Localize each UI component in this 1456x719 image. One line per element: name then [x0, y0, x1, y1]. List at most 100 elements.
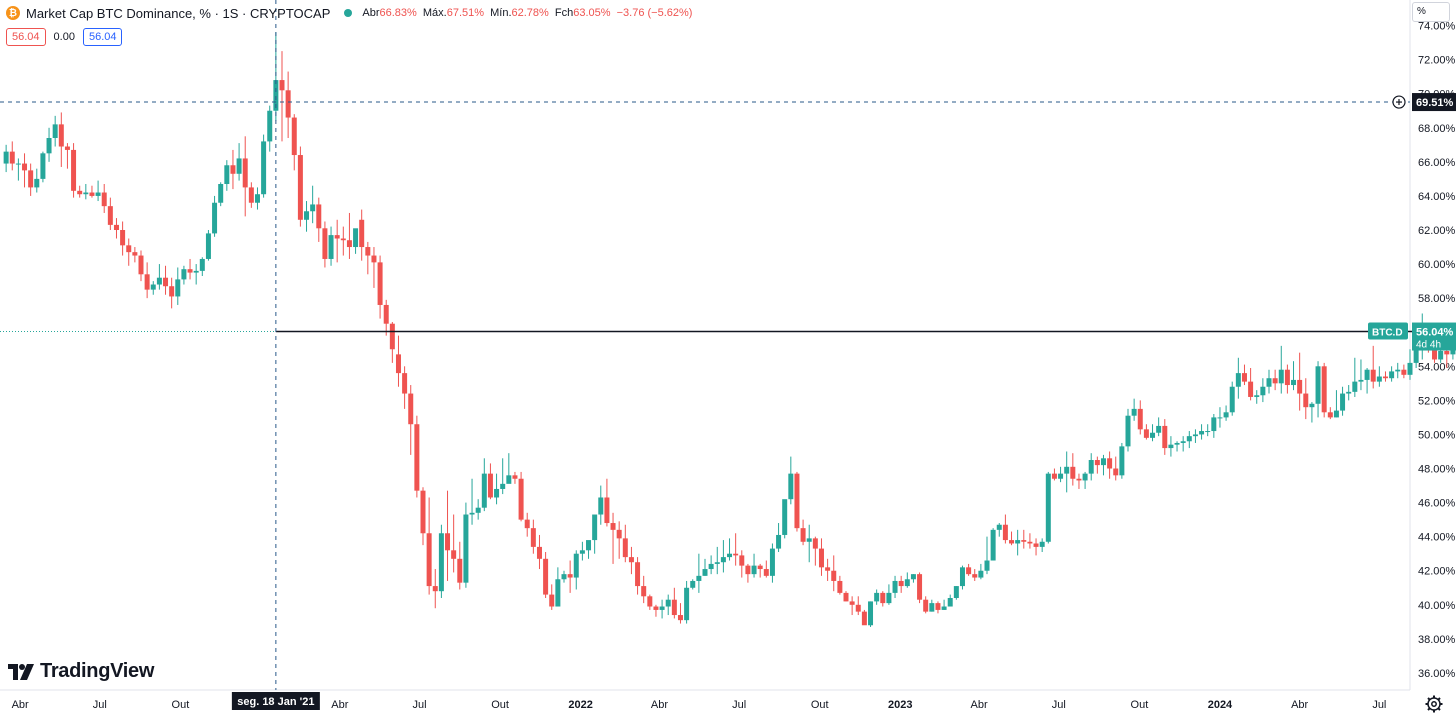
candle-body[interactable]: [818, 548, 824, 568]
candle-body[interactable]: [984, 560, 990, 571]
candle-body[interactable]: [1119, 446, 1125, 476]
candle-body[interactable]: [1192, 434, 1198, 437]
candle-body[interactable]: [365, 247, 371, 256]
candle-body[interactable]: [1131, 408, 1137, 416]
candle-body[interactable]: [52, 124, 58, 138]
buy-value-box[interactable]: 56.04: [82, 28, 123, 46]
candle-body[interactable]: [132, 252, 138, 256]
tradingview-logo[interactable]: TradingView: [8, 660, 154, 683]
candle-body[interactable]: [218, 184, 224, 203]
candle-body[interactable]: [1376, 376, 1382, 382]
candle-body[interactable]: [720, 557, 726, 563]
candle-body[interactable]: [1364, 369, 1370, 380]
candle-body[interactable]: [1039, 541, 1045, 547]
candle-body[interactable]: [273, 80, 279, 111]
candle-body[interactable]: [561, 574, 567, 580]
candle-body[interactable]: [806, 538, 812, 542]
candle-body[interactable]: [1070, 466, 1076, 479]
candle-body[interactable]: [346, 240, 352, 248]
candle-body[interactable]: [1137, 408, 1143, 430]
candle-body[interactable]: [230, 165, 236, 174]
candle-body[interactable]: [28, 170, 34, 188]
candle-body[interactable]: [1389, 371, 1395, 379]
candle-body[interactable]: [212, 202, 218, 234]
candle-body[interactable]: [996, 524, 1002, 530]
candle-body[interactable]: [310, 204, 316, 212]
candle-body[interactable]: [763, 569, 769, 576]
candle-body[interactable]: [359, 219, 365, 248]
candle-body[interactable]: [328, 235, 334, 259]
candle-body[interactable]: [500, 483, 506, 489]
candle-body[interactable]: [745, 565, 751, 575]
candle-body[interactable]: [1370, 369, 1376, 382]
candle-body[interactable]: [1186, 436, 1192, 442]
candle-body[interactable]: [604, 497, 610, 524]
candle-body[interactable]: [990, 529, 996, 561]
candle-body[interactable]: [1107, 458, 1113, 469]
candle-body[interactable]: [1315, 366, 1321, 404]
price-scale-unit-button[interactable]: %: [1412, 2, 1450, 22]
candle-body[interactable]: [291, 117, 297, 156]
candle-body[interactable]: [1382, 376, 1388, 379]
candle-body[interactable]: [169, 286, 175, 297]
candle-body[interactable]: [414, 424, 420, 491]
candle-body[interactable]: [22, 163, 28, 171]
candle-body[interactable]: [959, 567, 965, 587]
candle-body[interactable]: [1009, 540, 1015, 544]
candle-body[interactable]: [1346, 391, 1352, 394]
candle-body[interactable]: [598, 497, 604, 515]
candle-body[interactable]: [322, 228, 328, 259]
candle-body[interactable]: [518, 478, 524, 520]
candle-body[interactable]: [261, 141, 267, 195]
candle-body[interactable]: [1174, 442, 1180, 445]
candle-body[interactable]: [371, 255, 377, 263]
candle-body[interactable]: [659, 606, 665, 610]
candle-body[interactable]: [708, 563, 714, 570]
candle-body[interactable]: [904, 579, 910, 587]
candle-body[interactable]: [457, 558, 463, 583]
candle-body[interactable]: [1168, 444, 1174, 449]
candle-body[interactable]: [1413, 349, 1419, 363]
candle-body[interactable]: [855, 604, 861, 612]
candle-body[interactable]: [487, 473, 493, 498]
candle-body[interactable]: [1162, 425, 1168, 449]
candle-body[interactable]: [849, 601, 855, 605]
candle-body[interactable]: [120, 230, 126, 246]
candle-body[interactable]: [1248, 381, 1254, 397]
candle-body[interactable]: [83, 192, 89, 195]
candle-body[interactable]: [1045, 473, 1051, 542]
candle-body[interactable]: [1407, 362, 1413, 375]
candle-body[interactable]: [592, 514, 598, 541]
candle-body[interactable]: [653, 606, 659, 610]
candle-body[interactable]: [1432, 345, 1438, 360]
candle-body[interactable]: [469, 512, 475, 515]
candle-body[interactable]: [1235, 373, 1241, 387]
candle-body[interactable]: [451, 550, 457, 559]
candle-body[interactable]: [812, 538, 818, 549]
candle-body[interactable]: [635, 562, 641, 587]
candle-body[interactable]: [34, 178, 40, 188]
candle-body[interactable]: [1027, 541, 1033, 544]
candle-body[interactable]: [101, 192, 107, 207]
candle-body[interactable]: [874, 592, 880, 602]
candle-body[interactable]: [297, 155, 303, 220]
candle-body[interactable]: [89, 192, 95, 196]
candle-body[interactable]: [1272, 378, 1278, 384]
candle-body[interactable]: [426, 533, 432, 587]
candle-body[interactable]: [205, 233, 211, 259]
candle-body[interactable]: [113, 224, 119, 230]
candle-body[interactable]: [794, 473, 800, 529]
symbol-tag[interactable]: BTC.D: [1372, 328, 1403, 339]
candle-body[interactable]: [187, 269, 193, 273]
candle-body[interactable]: [199, 258, 205, 271]
candle-body[interactable]: [641, 586, 647, 597]
candle-body[interactable]: [445, 533, 451, 551]
candle-body[interactable]: [46, 138, 52, 154]
candle-body[interactable]: [58, 124, 64, 147]
candle-body[interactable]: [463, 514, 469, 583]
candle-body[interactable]: [1015, 540, 1021, 544]
candle-body[interactable]: [242, 158, 248, 188]
candle-body[interactable]: [1199, 431, 1205, 435]
candle-body[interactable]: [1260, 386, 1266, 396]
candle-body[interactable]: [1113, 468, 1119, 476]
